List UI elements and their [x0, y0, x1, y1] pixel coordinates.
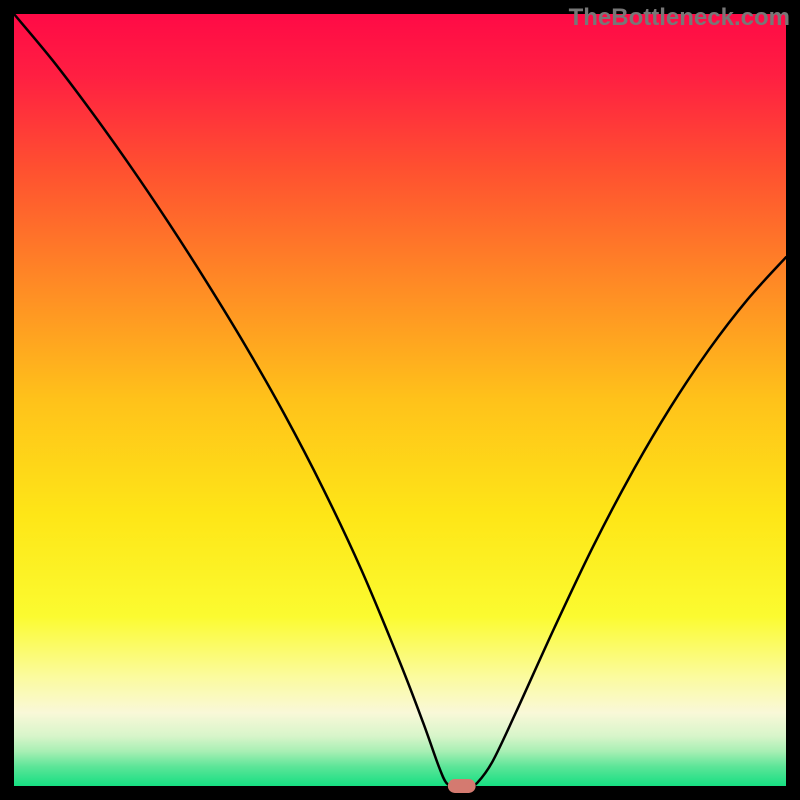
chart-svg [0, 0, 800, 800]
vertex-marker [448, 779, 476, 793]
gradient-plot-area [14, 14, 786, 786]
watermark-text: TheBottleneck.com [569, 4, 790, 32]
bottleneck-chart: TheBottleneck.com [0, 0, 800, 800]
